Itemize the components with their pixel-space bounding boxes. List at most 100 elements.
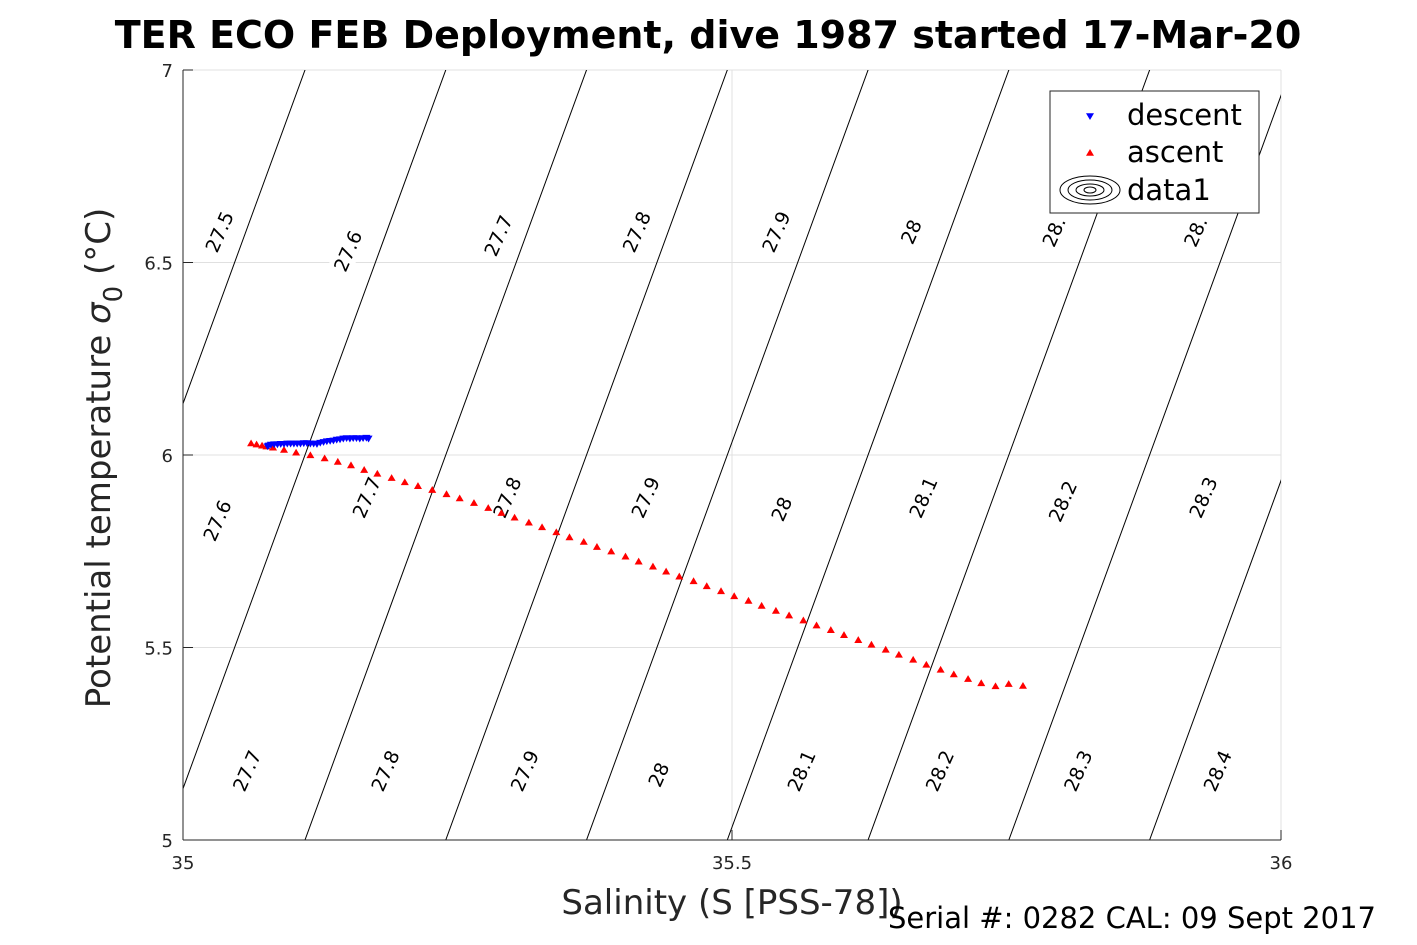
ascent-point: [469, 499, 478, 506]
contour-label: 28: [761, 483, 802, 534]
ascent-point: [320, 454, 329, 462]
ascent-point: [922, 660, 931, 668]
y-axis-label-main: Potential temperature: [79, 324, 119, 708]
ascent-point: [936, 665, 945, 673]
ascent-point: [675, 572, 684, 580]
contour-label-bg: [197, 495, 237, 546]
ascent-point: [269, 443, 278, 451]
ascent-point: [333, 457, 342, 465]
contour-label-bg: [625, 472, 666, 523]
ascent-point: [484, 504, 493, 511]
y-axis-label-sigma: σ: [79, 301, 119, 324]
ascent-point: [247, 439, 256, 447]
contour-label-bg: [365, 745, 405, 796]
ascent-point: [292, 448, 301, 456]
ascent-point: [785, 611, 794, 619]
descent-series: [263, 434, 373, 451]
ascent-point: [826, 626, 835, 633]
serial-calibration-note: Serial #: 0282 CAL: 09 Sept 2017: [888, 901, 1376, 935]
ascent-point: [812, 621, 821, 629]
legend-descent-marker: [1086, 113, 1094, 120]
legend-descent-label: descent: [1127, 98, 1242, 132]
ascent-point: [717, 587, 726, 595]
ascent-point: [607, 547, 616, 555]
contour-label-bg: [346, 472, 387, 523]
ascent-point: [1018, 682, 1027, 689]
y-tick-label: 7: [162, 61, 173, 82]
x-tick-label: 36: [1270, 853, 1293, 874]
ascent-point: [648, 562, 657, 570]
isopycnal-line: [183, 70, 447, 791]
contour-label-bg: [781, 745, 822, 796]
ascent-point: [771, 606, 780, 614]
y-ticks: 5 5.5 6 6.5 7: [144, 61, 193, 852]
contour-label-bg: [638, 749, 679, 800]
ascent-point: [579, 538, 588, 545]
y-tick-label: 5: [162, 831, 173, 852]
contour-label-bg: [919, 745, 960, 796]
ascent-point: [854, 636, 863, 643]
ascent-point: [909, 655, 918, 663]
ascent-point: [428, 486, 437, 493]
contour-label-bg: [226, 745, 267, 796]
ascent-point: [455, 494, 464, 502]
ascent-point: [621, 552, 630, 560]
ascent-point: [634, 557, 643, 565]
contour-label-bg: [1183, 472, 1223, 523]
ascent-point: [949, 670, 958, 678]
isopycnal-line: [183, 70, 306, 406]
isopycnal-line: [1008, 94, 1281, 840]
ascent-point: [867, 640, 876, 648]
contour-label-bg: [616, 206, 657, 257]
x-axis-label: Salinity (S [PSS-78]): [561, 883, 902, 923]
y-axis-label: Potential temperature σ0 (°C): [79, 208, 129, 708]
ascent-point: [689, 577, 698, 585]
contour-label-bg: [478, 210, 519, 261]
ascent-point: [400, 478, 409, 486]
x-tick-label: 35.5: [712, 853, 752, 874]
contour-label-bg: [1175, 206, 1216, 257]
ascent-point: [360, 466, 369, 473]
legend-box: [1049, 90, 1260, 214]
y-axis-label-sub: 0: [99, 286, 129, 303]
contour-label-bg: [891, 206, 931, 257]
ascent-point: [510, 513, 519, 521]
ascent-point: [702, 582, 711, 590]
ascent-series: [247, 439, 1027, 690]
x-ticks: 35 35.5 36: [172, 830, 1293, 874]
legend-data1-label: data1: [1127, 173, 1211, 207]
ascent-point: [306, 451, 315, 459]
descent-point: [364, 435, 373, 443]
ascent-point: [894, 650, 903, 658]
contour-label-bg: [486, 472, 527, 523]
ascent-point: [977, 679, 986, 687]
ascent-point: [839, 631, 848, 638]
legend-ascent-label: ascent: [1127, 135, 1223, 169]
y-tick-label: 6: [162, 446, 173, 467]
ascent-point: [346, 461, 355, 469]
ascent-point: [730, 592, 739, 600]
ascent-point: [881, 645, 890, 653]
contour-label-bg: [1197, 745, 1238, 796]
contour-label-bg: [903, 472, 943, 523]
ascent-point: [991, 682, 1000, 690]
ascent-point: [662, 567, 671, 575]
ascent-point: [373, 469, 382, 477]
ascent-point: [538, 523, 547, 531]
ascent-point: [497, 509, 506, 516]
ascent-point: [252, 440, 261, 448]
ascent-point: [964, 675, 973, 682]
ascent-point: [552, 528, 561, 536]
ascent-point: [442, 490, 451, 498]
ascent-point: [592, 543, 601, 550]
isopycnal-line: [304, 70, 588, 840]
y-tick-label: 6.5: [144, 254, 173, 275]
isopycnal-line: [726, 70, 1010, 840]
legend-ascent-marker: [1086, 149, 1094, 156]
y-tick-label: 5.5: [144, 639, 173, 660]
ascent-point: [280, 445, 289, 453]
contour-label-bg: [1057, 745, 1098, 796]
chart-title: TER ECO FEB Deployment, dive 1987 starte…: [115, 13, 1302, 57]
